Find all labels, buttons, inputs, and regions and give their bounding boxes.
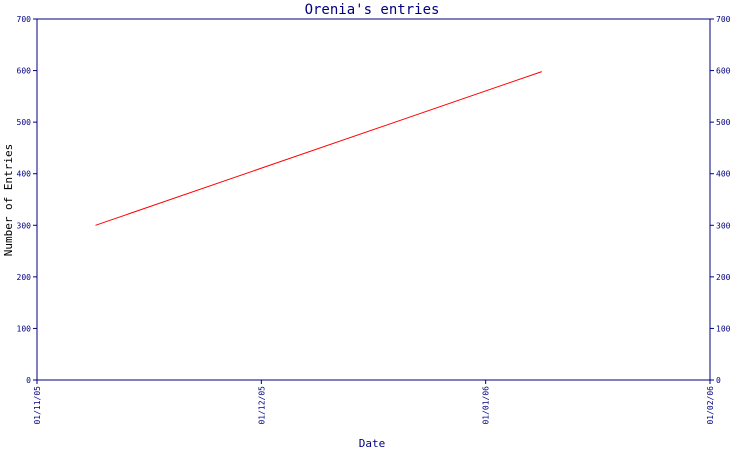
series-line: [95, 71, 542, 226]
y-tick-label-left: 400: [17, 170, 32, 179]
y-tick-label-left: 500: [17, 118, 32, 127]
y-tick-label-right: 300: [716, 221, 731, 230]
y-tick-label-right: 400: [716, 170, 731, 179]
y-tick-label-left: 200: [17, 273, 32, 282]
y-tick-label-right: 100: [716, 324, 731, 333]
y-tick-label-left: 0: [26, 376, 31, 385]
y-tick-label-right: 200: [716, 273, 731, 282]
series-layer: [95, 71, 542, 226]
y-axis-label: Number of Entries: [2, 144, 15, 257]
chart-title: Orenia's entries: [305, 2, 440, 18]
y-tick-label-right: 700: [716, 15, 731, 24]
plot-area-frame: [36, 18, 711, 381]
y-tick-label-left: 300: [17, 221, 32, 230]
y-tick-label-right: 600: [716, 67, 731, 76]
x-tick-label: 01/02/06: [706, 386, 715, 425]
y-tick-label-right: 0: [716, 376, 721, 385]
y-axis-left: 0 100 200 300 400 500 600 700: [17, 15, 37, 385]
x-axis: 01/11/05 01/12/05 01/01/06 01/02/06: [33, 380, 715, 425]
y-axis-right: 0 100 200 300 400 500 600 700: [710, 15, 731, 385]
x-tick-label: 01/01/06: [482, 386, 491, 425]
y-tick-label-left: 100: [17, 324, 32, 333]
y-tick-label-left: 700: [17, 15, 32, 24]
y-tick-label-right: 500: [716, 118, 731, 127]
x-axis-label: Date: [359, 437, 386, 450]
y-tick-label-left: 600: [17, 67, 32, 76]
x-tick-label: 01/12/05: [257, 386, 266, 425]
x-tick-label: 01/11/05: [33, 386, 42, 425]
